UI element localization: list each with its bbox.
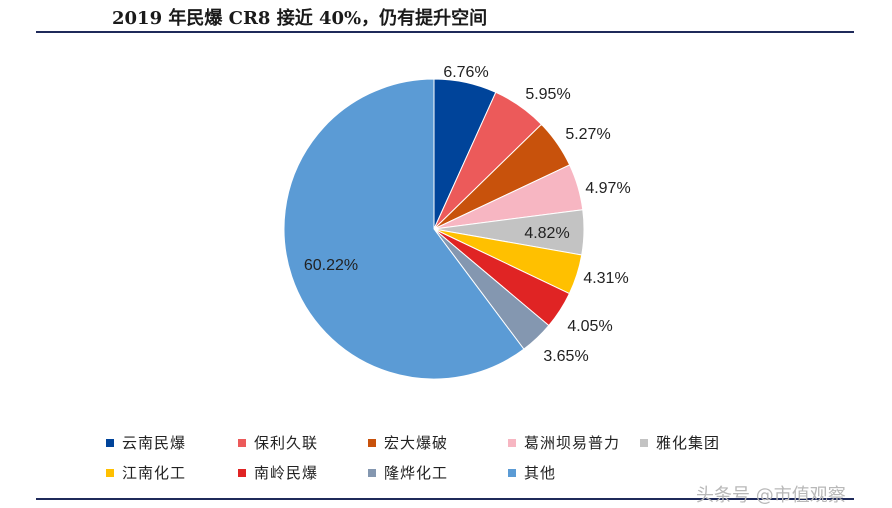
- legend-label: 其他: [524, 464, 557, 482]
- legend-swatch: [640, 438, 648, 447]
- legend-label: 江南化工: [122, 464, 187, 482]
- slice-data-label: 60.22%: [304, 257, 358, 274]
- legend-item: 其他: [508, 462, 556, 483]
- legend-item: 宏大爆破: [368, 432, 448, 453]
- legend-item: 南岭民爆: [238, 462, 318, 483]
- slice-data-label: 4.05%: [567, 318, 612, 335]
- title-rule: [36, 31, 854, 33]
- legend-swatch: [508, 438, 516, 447]
- legend-swatch: [508, 468, 516, 477]
- pie-slice: [283, 78, 525, 380]
- slice-data-label: 4.82%: [524, 225, 569, 242]
- slice-data-label: 3.65%: [543, 348, 588, 365]
- legend-item: 隆烨化工: [368, 462, 448, 483]
- bottom-rule: [36, 498, 854, 500]
- legend-swatch: [106, 438, 114, 447]
- slice-data-label: 6.76%: [443, 64, 488, 81]
- legend-item: 江南化工: [106, 462, 186, 483]
- legend-item: 保利久联: [238, 432, 318, 453]
- slice-data-label: 5.27%: [565, 126, 610, 143]
- legend-label: 葛洲坝易普力: [524, 434, 621, 452]
- legend-item: 雅化集团: [640, 432, 720, 453]
- watermark: 头条号 @市值观察: [696, 485, 846, 506]
- legend-swatch: [238, 468, 246, 477]
- legend-item: 云南民爆: [106, 432, 186, 453]
- legend-swatch: [368, 438, 376, 447]
- legend-swatch: [238, 438, 246, 447]
- slice-data-label: 4.31%: [583, 270, 628, 287]
- legend-label: 南岭民爆: [254, 464, 319, 482]
- legend-label: 保利久联: [254, 434, 319, 452]
- legend-label: 云南民爆: [122, 434, 187, 452]
- slice-data-label: 5.95%: [525, 86, 570, 103]
- legend-swatch: [106, 468, 114, 477]
- legend-item: 葛洲坝易普力: [508, 432, 620, 453]
- legend-label: 隆烨化工: [384, 464, 449, 482]
- legend-label: 雅化集团: [656, 434, 721, 452]
- chart-title: 2019 年民爆 CR8 接近 40%，仍有提升空间: [112, 8, 488, 29]
- legend-swatch: [368, 468, 376, 477]
- slice-data-label: 4.97%: [585, 180, 630, 197]
- legend-label: 宏大爆破: [384, 434, 449, 452]
